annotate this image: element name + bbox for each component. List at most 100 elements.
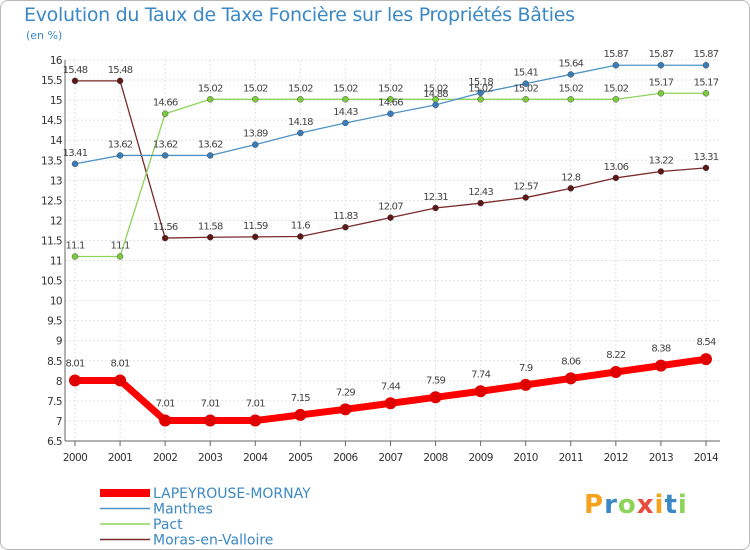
data-label: 15.87 xyxy=(604,49,629,60)
data-point xyxy=(207,96,214,103)
series-manthes xyxy=(71,62,710,168)
data-point xyxy=(384,397,397,410)
data-label: 7.44 xyxy=(381,381,401,392)
data-point xyxy=(342,224,349,231)
y-tick-label: 13 xyxy=(50,175,62,187)
data-label: 8.38 xyxy=(651,344,671,355)
data-label: 13.22 xyxy=(649,155,674,166)
data-point xyxy=(114,374,127,387)
x-tick-label: 2000 xyxy=(63,452,87,464)
data-label: 13.62 xyxy=(153,139,178,150)
data-label: 13.62 xyxy=(198,139,223,150)
logo-letter: t xyxy=(664,490,678,520)
legend-label: LAPEYROUSE-MORNAY xyxy=(153,486,311,502)
data-label: 11.6 xyxy=(291,220,311,231)
data-point xyxy=(657,90,665,97)
data-point xyxy=(387,110,394,117)
data-label: 15.48 xyxy=(108,65,133,76)
logo-letter: r xyxy=(604,490,618,520)
data-point xyxy=(609,366,622,379)
y-tick-label: 10 xyxy=(50,296,62,308)
x-tick-label: 2005 xyxy=(288,452,312,464)
x-tick-label: 2006 xyxy=(333,452,358,464)
data-point xyxy=(116,253,124,260)
y-tick-label: 12.5 xyxy=(41,195,62,207)
data-label: 12.43 xyxy=(468,187,493,198)
y-tick-label: 9.5 xyxy=(47,316,62,328)
data-point xyxy=(567,185,574,192)
data-label: 15.02 xyxy=(558,83,583,94)
data-label: 15.02 xyxy=(468,83,493,94)
series-lapeyrouse-mornay xyxy=(69,353,712,427)
data-point xyxy=(387,96,394,103)
y-tick-label: 15 xyxy=(50,95,62,107)
data-label: 11.83 xyxy=(333,211,358,222)
y-tick-label: 10.5 xyxy=(41,276,62,288)
y-tick-label: 6.5 xyxy=(47,436,62,448)
data-label: 12.07 xyxy=(378,202,403,213)
data-label: 15.87 xyxy=(649,49,674,60)
data-point xyxy=(702,62,710,69)
proxiti-logo: Proxiti xyxy=(584,490,688,520)
x-tick-label: 2004 xyxy=(243,452,268,464)
data-label: 15.18 xyxy=(468,77,493,88)
data-label: 7.01 xyxy=(156,399,176,410)
y-tick-label: 11 xyxy=(50,256,62,268)
data-point xyxy=(116,77,124,85)
chart-subtitle: (en %) xyxy=(26,29,63,42)
x-tick-label: 2007 xyxy=(378,452,402,464)
data-point xyxy=(612,174,620,182)
data-point xyxy=(477,199,484,207)
y-tick-label: 14.5 xyxy=(41,115,62,127)
data-label: 13.06 xyxy=(604,162,629,173)
data-point xyxy=(432,101,439,109)
data-point xyxy=(657,168,665,175)
x-tick-label: 2011 xyxy=(559,452,583,464)
data-label: 7.59 xyxy=(426,375,446,386)
data-point xyxy=(699,353,712,366)
data-label: 11.59 xyxy=(243,221,268,232)
data-label: 7.29 xyxy=(336,387,356,398)
data-point xyxy=(342,96,349,103)
data-point xyxy=(297,96,304,103)
data-point xyxy=(702,90,710,97)
data-label: 14.43 xyxy=(333,107,358,118)
data-label: 13.89 xyxy=(243,129,268,140)
y-tick-label: 14 xyxy=(50,135,63,147)
data-label: 15.02 xyxy=(288,83,313,94)
y-tick-label: 7 xyxy=(56,416,62,428)
data-point xyxy=(432,204,439,212)
data-point xyxy=(161,234,169,242)
logo-letter: x xyxy=(636,490,655,520)
data-label: 7.01 xyxy=(246,399,266,410)
data-label: 15.02 xyxy=(243,83,268,94)
data-point xyxy=(612,96,620,103)
data-point xyxy=(702,164,710,172)
data-point xyxy=(474,385,487,398)
data-label: 15.02 xyxy=(378,83,403,94)
data-point xyxy=(252,96,259,103)
x-tick-label: 2008 xyxy=(423,452,447,464)
x-tick-label: 2010 xyxy=(514,452,538,464)
data-label: 14.66 xyxy=(153,98,178,109)
data-point xyxy=(477,89,484,97)
data-point xyxy=(252,141,259,148)
data-point xyxy=(612,62,620,69)
legend-label: Manthes xyxy=(153,502,213,518)
y-tick-label: 9 xyxy=(56,336,62,348)
data-point xyxy=(477,96,484,103)
series-moras-en-valloire xyxy=(71,77,710,242)
series-layer: 8.01 8.01 7.01 7.01 7.01 7.15 7.29 7.44 7.59 7.74… xyxy=(63,49,720,427)
data-point xyxy=(522,96,529,103)
data-label: 15.02 xyxy=(333,83,358,94)
data-point xyxy=(522,80,529,87)
y-tick-label: 12 xyxy=(50,215,62,227)
data-label: 12.8 xyxy=(561,172,581,183)
data-label: 8.01 xyxy=(65,358,85,369)
data-label: 14.18 xyxy=(288,117,313,128)
data-point xyxy=(207,152,214,159)
data-label: 15.02 xyxy=(513,83,538,94)
data-point xyxy=(657,62,665,69)
data-point xyxy=(297,233,304,240)
data-point xyxy=(204,414,217,427)
